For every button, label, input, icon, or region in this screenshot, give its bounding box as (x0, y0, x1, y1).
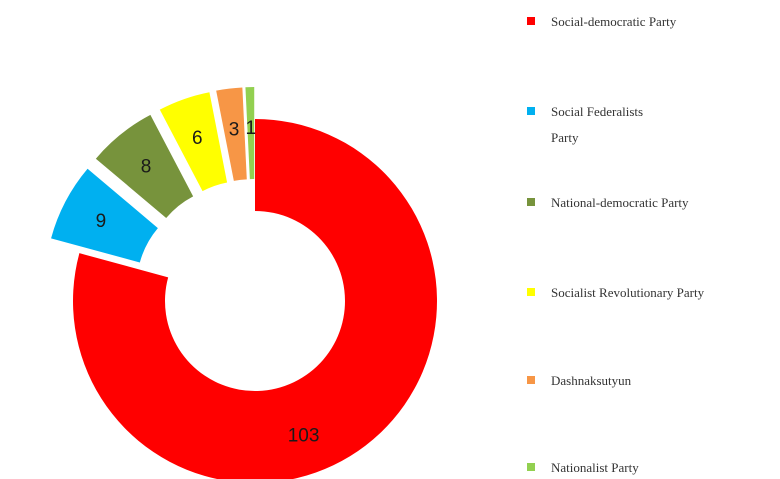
slice-socialist-revolutionary-party (159, 92, 228, 192)
slice-value-label: 9 (96, 211, 107, 232)
donut-slices (51, 87, 437, 479)
legend-swatch-social-federalists-party (527, 107, 535, 115)
legend: Social-democratic Party Social Federalist… (527, 14, 705, 475)
legend-label-socialist-revolutionary-party: Socialist Revolutionary Party (551, 285, 705, 300)
slice-nationalist-party (245, 87, 255, 180)
legend-label-social-democratic-party: Social-democratic Party (551, 14, 677, 29)
legend-label-national-democratic-party: National-democratic Party (551, 195, 689, 210)
slice-national-democratic-party (95, 114, 194, 219)
legend-label-social-federalists-party: Social Federalists Party (551, 104, 643, 145)
slice-dashnaksutyun (216, 87, 247, 181)
slice-value-label: 3 (229, 119, 240, 140)
legend-label-nationalist-party: Nationalist Party (551, 460, 639, 475)
slice-value-label: 6 (192, 128, 203, 149)
legend-swatch-dashnaksutyun (527, 376, 535, 384)
slice-social-democratic-party (73, 119, 437, 479)
slice-value-label: 1 (246, 118, 257, 139)
slice-labels: 103 9 8 6 3 1 (96, 118, 320, 446)
legend-swatch-nationalist-party (527, 463, 535, 471)
legend-label-dashnaksutyun: Dashnaksutyun (551, 373, 632, 388)
slice-value-label: 8 (141, 156, 152, 177)
legend-swatch-social-democratic-party (527, 17, 535, 25)
legend-swatch-national-democratic-party (527, 198, 535, 206)
slice-social-federalists-party (51, 168, 158, 263)
legend-swatch-socialist-revolutionary-party (527, 288, 535, 296)
slice-value-label: 103 (288, 425, 320, 446)
